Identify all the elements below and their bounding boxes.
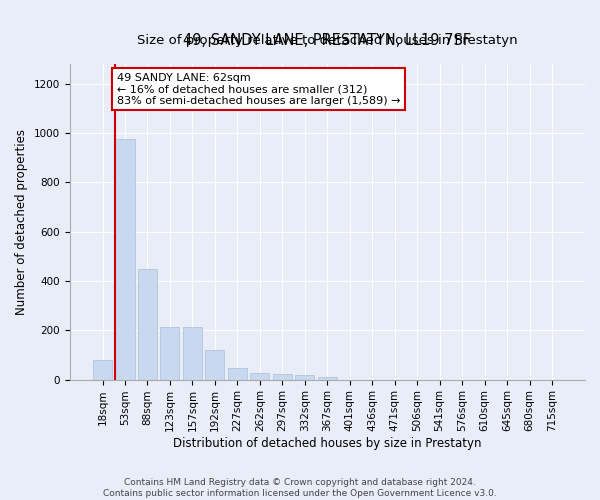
Bar: [183, 326, 202, 380]
Bar: [115, 140, 134, 380]
Bar: [318, 376, 337, 380]
Y-axis label: Number of detached properties: Number of detached properties: [15, 129, 28, 315]
Bar: [250, 374, 269, 380]
Bar: [138, 268, 157, 380]
Title: 49, SANDY LANE, PRESTATYN, LL19 7SF: 49, SANDY LANE, PRESTATYN, LL19 7SF: [183, 32, 472, 48]
Bar: [273, 374, 292, 380]
Bar: [93, 360, 112, 380]
Bar: [228, 368, 247, 380]
Bar: [205, 350, 224, 380]
X-axis label: Distribution of detached houses by size in Prestatyn: Distribution of detached houses by size …: [173, 437, 482, 450]
Text: Contains HM Land Registry data © Crown copyright and database right 2024.
Contai: Contains HM Land Registry data © Crown c…: [103, 478, 497, 498]
Bar: [295, 374, 314, 380]
Text: 49 SANDY LANE: 62sqm
← 16% of detached houses are smaller (312)
83% of semi-deta: 49 SANDY LANE: 62sqm ← 16% of detached h…: [116, 73, 400, 106]
Bar: [160, 326, 179, 380]
Text: Size of property relative to detached houses in Prestatyn: Size of property relative to detached ho…: [137, 34, 518, 47]
